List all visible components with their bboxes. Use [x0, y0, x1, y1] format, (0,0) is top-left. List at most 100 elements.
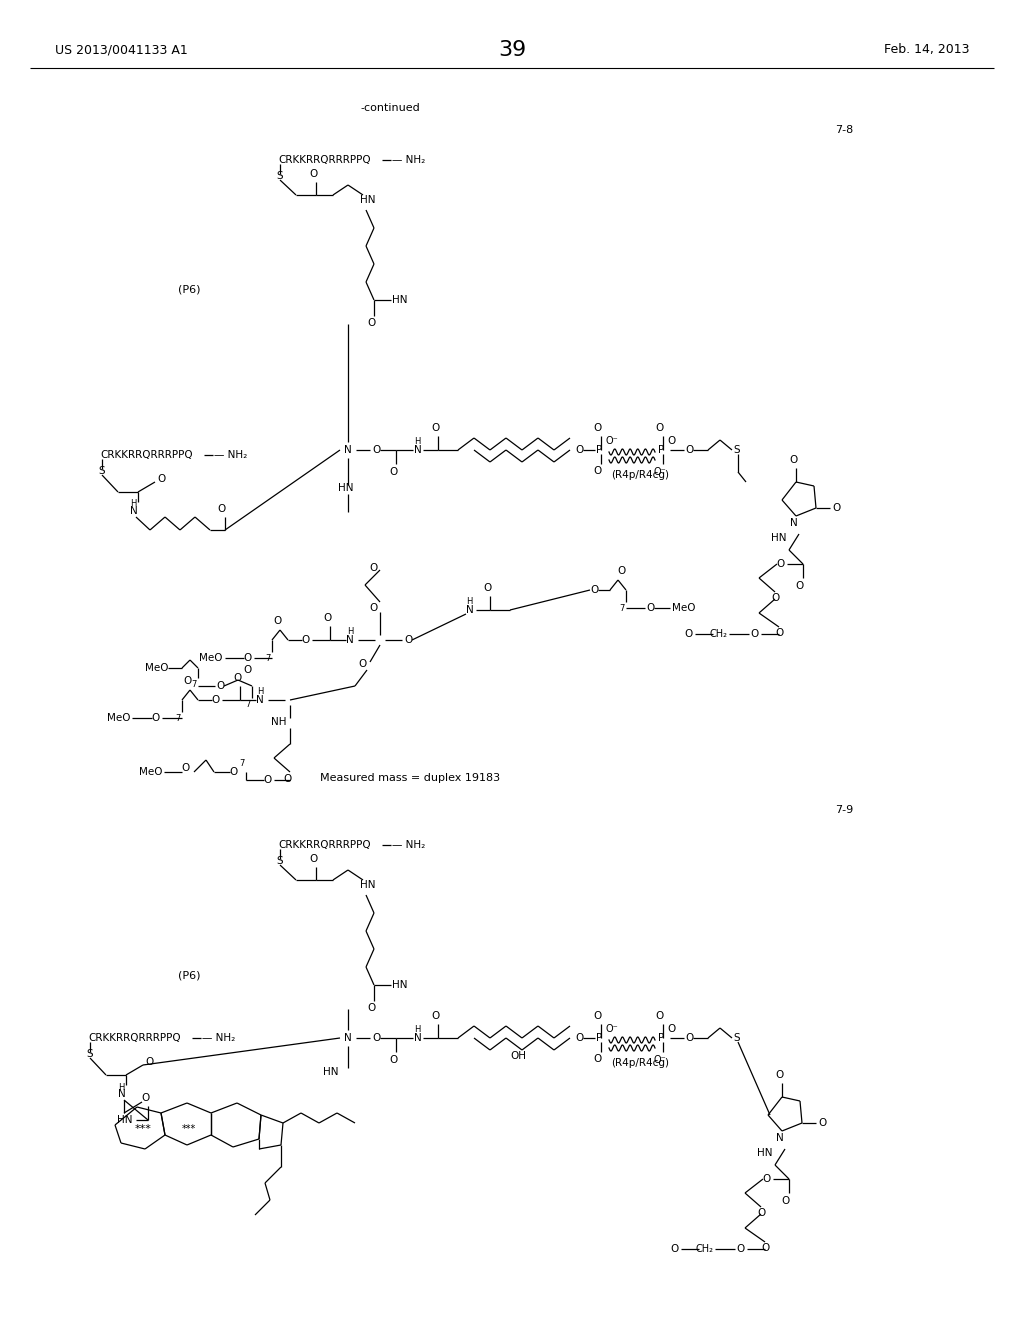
Text: HN: HN — [392, 294, 408, 305]
Text: O: O — [782, 1196, 791, 1206]
Text: H: H — [118, 1082, 124, 1092]
Text: O⁻: O⁻ — [605, 1024, 617, 1034]
Text: O: O — [776, 1071, 784, 1080]
Text: O: O — [216, 681, 224, 690]
Text: N: N — [130, 506, 138, 516]
Text: O: O — [431, 1011, 439, 1020]
Text: O: O — [594, 1053, 602, 1064]
Text: S: S — [276, 172, 283, 181]
Text: O: O — [594, 422, 602, 433]
Text: O: O — [575, 445, 584, 455]
Text: O⁻: O⁻ — [653, 467, 667, 477]
Text: O: O — [183, 676, 191, 686]
Text: 7: 7 — [265, 653, 270, 663]
Text: ***: *** — [135, 1125, 152, 1134]
Text: 7: 7 — [191, 680, 197, 689]
Text: 7-8: 7-8 — [835, 125, 853, 135]
Text: O: O — [831, 503, 841, 513]
Text: O: O — [646, 603, 654, 612]
Text: O⁻: O⁻ — [653, 1055, 667, 1065]
Text: O: O — [309, 854, 317, 865]
Text: S: S — [98, 466, 104, 477]
Text: N: N — [414, 1034, 422, 1043]
Text: O: O — [367, 318, 375, 327]
Text: O: O — [777, 558, 785, 569]
Text: S: S — [733, 1034, 739, 1043]
Text: O: O — [656, 1011, 665, 1020]
Text: O: O — [370, 564, 378, 573]
Text: 7: 7 — [246, 700, 251, 709]
Text: N: N — [791, 517, 798, 528]
Text: O: O — [229, 767, 238, 777]
Text: S: S — [276, 855, 283, 866]
Text: S: S — [86, 1049, 92, 1059]
Text: HN: HN — [360, 195, 376, 205]
Text: O: O — [736, 1243, 745, 1254]
Text: HN: HN — [771, 533, 786, 543]
Text: H: H — [466, 598, 472, 606]
Text: O: O — [389, 1055, 397, 1065]
Text: O: O — [667, 436, 675, 446]
Text: O: O — [284, 774, 292, 784]
Text: O: O — [685, 445, 693, 455]
Text: CRKKRRQRRRPPQ: CRKKRRQRRRPPQ — [278, 840, 371, 850]
Text: O: O — [218, 504, 226, 513]
Text: HN: HN — [392, 979, 408, 990]
Text: (R4p/R4cg): (R4p/R4cg) — [611, 1059, 669, 1068]
Text: H: H — [130, 499, 136, 508]
Text: O: O — [372, 1034, 380, 1043]
Text: O: O — [431, 422, 439, 433]
Text: ***: *** — [182, 1125, 197, 1134]
Text: O: O — [389, 467, 397, 477]
Text: O: O — [404, 635, 413, 645]
Text: CRKKRRQRRRPPQ: CRKKRRQRRRPPQ — [88, 1034, 180, 1043]
Text: N: N — [414, 445, 422, 455]
Text: O: O — [232, 673, 241, 682]
Text: N: N — [346, 635, 354, 645]
Text: O: O — [244, 665, 252, 675]
Text: O: O — [181, 763, 190, 774]
Text: O: O — [616, 566, 625, 576]
Text: 7: 7 — [620, 605, 625, 612]
Text: H: H — [414, 1026, 421, 1035]
Text: O: O — [309, 169, 317, 180]
Text: 7: 7 — [240, 759, 245, 768]
Text: O: O — [145, 1057, 154, 1067]
Text: NH: NH — [270, 717, 286, 727]
Text: Measured mass = duplex 19183: Measured mass = duplex 19183 — [319, 774, 500, 783]
Text: H: H — [347, 627, 354, 636]
Text: — NH₂: — NH₂ — [214, 450, 247, 459]
Text: O: O — [367, 1003, 375, 1012]
Text: O: O — [763, 1173, 771, 1184]
Text: O: O — [372, 445, 380, 455]
Text: O: O — [152, 713, 160, 723]
Text: O: O — [775, 628, 783, 638]
Text: N: N — [776, 1133, 784, 1143]
Text: -continued: -continued — [360, 103, 420, 114]
Text: Feb. 14, 2013: Feb. 14, 2013 — [885, 44, 970, 57]
Text: O: O — [272, 616, 282, 626]
Text: HN: HN — [360, 880, 376, 890]
Text: MeO: MeO — [145, 663, 169, 673]
Text: N: N — [344, 445, 352, 455]
Text: O: O — [594, 466, 602, 477]
Text: O: O — [594, 1011, 602, 1020]
Text: US 2013/0041133 A1: US 2013/0041133 A1 — [55, 44, 187, 57]
Text: N: N — [344, 1034, 352, 1043]
Text: HN: HN — [757, 1148, 772, 1158]
Text: P: P — [596, 445, 602, 455]
Text: — NH₂: — NH₂ — [392, 840, 425, 850]
Text: H: H — [258, 688, 264, 697]
Text: MeO: MeO — [138, 767, 162, 777]
Text: O: O — [575, 1034, 584, 1043]
Text: HN: HN — [338, 483, 353, 492]
Text: CRKKRRQRRRPPQ: CRKKRRQRRRPPQ — [100, 450, 193, 459]
Text: HN: HN — [117, 1115, 132, 1125]
Text: CRKKRRQRRRPPQ: CRKKRRQRRRPPQ — [278, 154, 371, 165]
Text: O: O — [685, 630, 693, 639]
Text: O: O — [790, 455, 798, 465]
Text: O: O — [358, 659, 367, 669]
Text: O: O — [302, 635, 310, 645]
Text: S: S — [733, 445, 739, 455]
Text: (P6): (P6) — [178, 970, 201, 979]
